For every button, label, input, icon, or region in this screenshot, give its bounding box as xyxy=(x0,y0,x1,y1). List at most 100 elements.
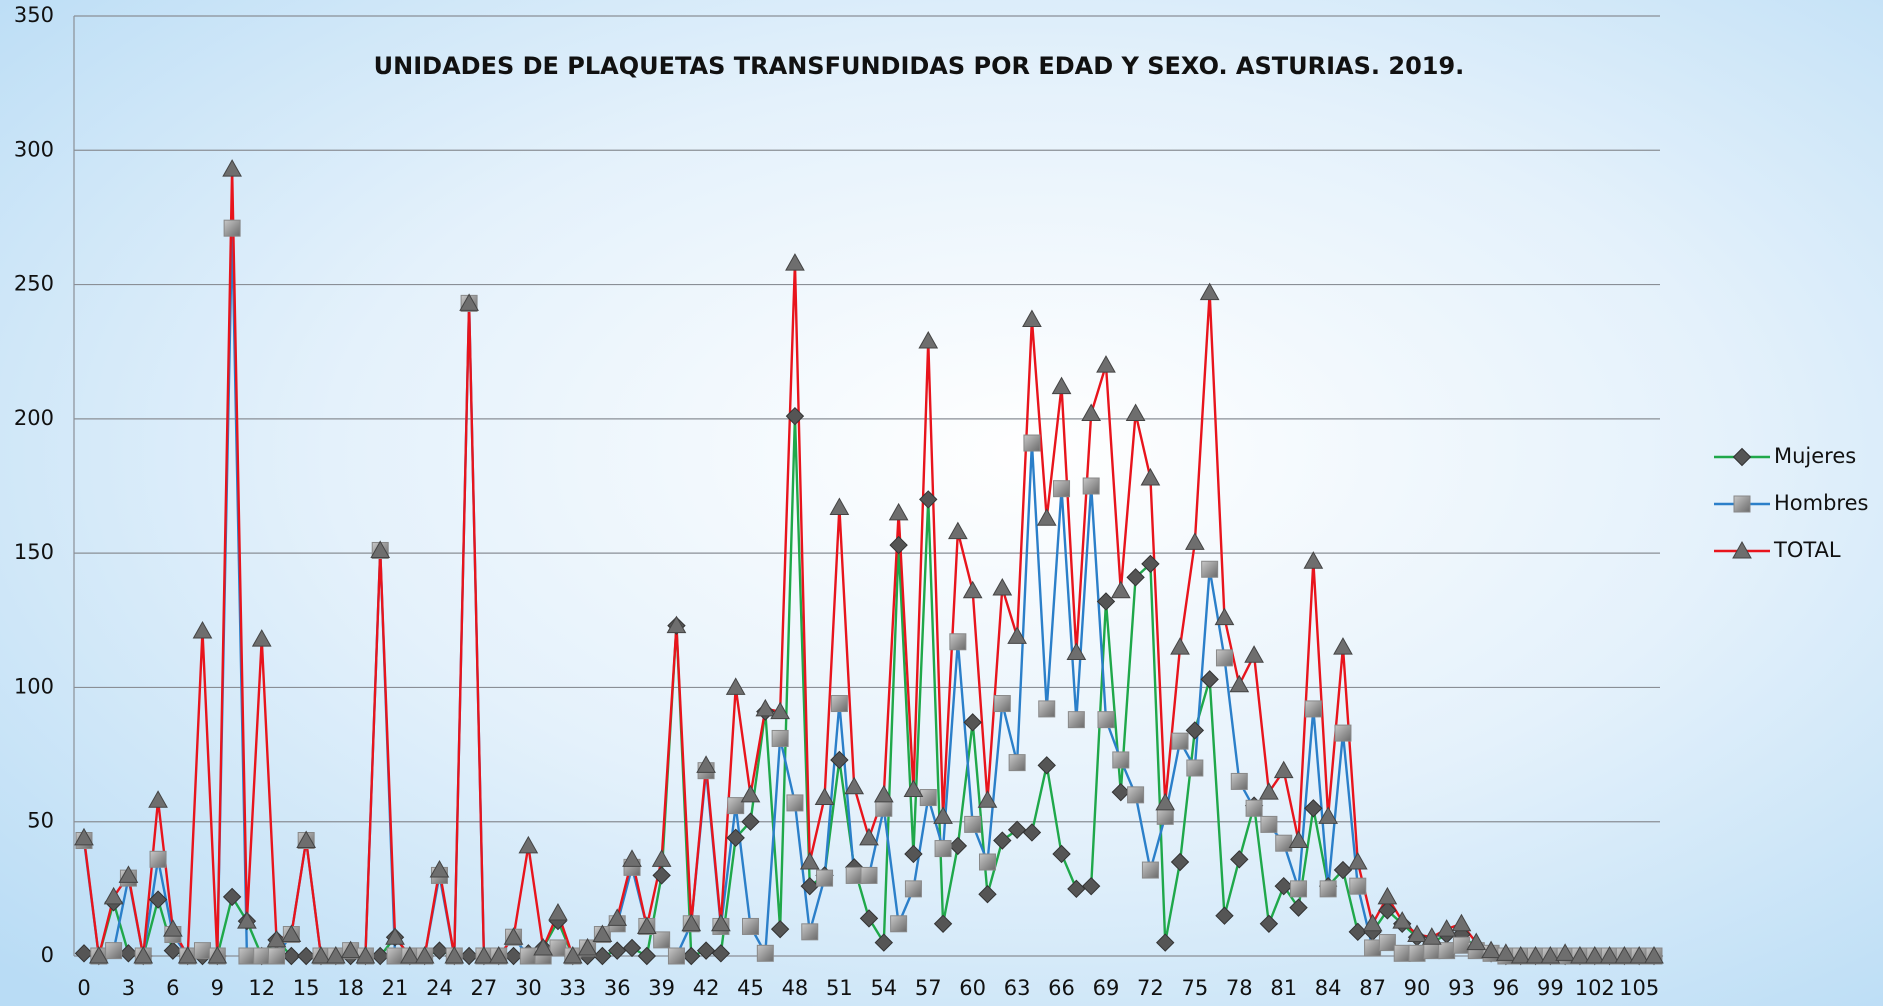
marker xyxy=(814,787,835,806)
x-tick-label: 63 xyxy=(1004,976,1031,1000)
marker xyxy=(918,330,939,349)
marker xyxy=(253,947,271,965)
marker xyxy=(1067,879,1086,899)
marker xyxy=(1525,945,1546,964)
marker xyxy=(149,850,167,868)
marker xyxy=(1053,480,1071,498)
marker xyxy=(786,794,804,812)
marker xyxy=(1245,799,1263,817)
marker xyxy=(1007,820,1027,839)
marker xyxy=(444,945,465,964)
marker xyxy=(1007,626,1027,644)
marker xyxy=(785,253,805,271)
marker xyxy=(904,880,922,898)
marker xyxy=(1349,877,1367,895)
marker xyxy=(533,937,554,956)
x-tick-label: 75 xyxy=(1181,976,1208,1000)
x-tick-label: 69 xyxy=(1093,976,1120,1000)
marker xyxy=(771,729,789,747)
marker xyxy=(1377,886,1398,905)
legend-label: Hombres xyxy=(1774,491,1868,515)
marker xyxy=(1319,880,1337,898)
marker xyxy=(964,815,982,833)
marker xyxy=(1022,309,1042,327)
x-tick-label: 30 xyxy=(515,976,542,1000)
marker xyxy=(1127,786,1145,804)
marker xyxy=(577,937,598,956)
marker xyxy=(875,799,893,817)
x-tick-label: 48 xyxy=(782,976,809,1000)
marker xyxy=(1214,607,1235,626)
marker xyxy=(1184,532,1205,550)
marker xyxy=(608,941,627,960)
marker xyxy=(1438,942,1456,960)
marker xyxy=(1496,943,1516,961)
marker xyxy=(888,502,909,521)
marker xyxy=(607,908,628,926)
legend-label: TOTAL xyxy=(1773,538,1841,562)
y-tick-label: 300 xyxy=(14,137,54,161)
marker xyxy=(192,621,213,639)
marker xyxy=(860,866,878,884)
marker xyxy=(296,830,317,849)
marker xyxy=(1407,924,1427,943)
marker xyxy=(1096,592,1116,611)
x-tick-label: 21 xyxy=(382,976,409,1000)
marker xyxy=(1140,467,1161,486)
marker xyxy=(1584,945,1605,964)
marker xyxy=(1304,799,1323,818)
marker xyxy=(992,578,1013,596)
marker xyxy=(105,942,123,960)
marker xyxy=(1185,721,1205,740)
marker xyxy=(1333,637,1353,655)
marker xyxy=(1215,649,1233,667)
marker xyxy=(799,851,820,870)
marker xyxy=(1052,844,1071,864)
y-tick-label: 350 xyxy=(14,3,54,27)
marker xyxy=(429,860,450,878)
marker xyxy=(1156,807,1174,825)
marker xyxy=(785,406,805,426)
chart-title: UNIDADES DE PLAQUETAS TRANSFUNDIDAS POR … xyxy=(374,52,1465,80)
marker xyxy=(282,946,301,966)
marker xyxy=(1096,355,1116,373)
x-tick-label: 102 xyxy=(1575,976,1615,1000)
x-tick-label: 24 xyxy=(426,976,453,1000)
marker xyxy=(1423,942,1441,960)
marker xyxy=(1125,403,1146,421)
marker xyxy=(340,940,361,959)
marker xyxy=(1303,551,1324,569)
x-tick-label: 42 xyxy=(693,976,720,1000)
x-tick-label: 84 xyxy=(1315,976,1342,1000)
marker xyxy=(504,946,523,966)
marker xyxy=(1452,936,1470,954)
marker xyxy=(430,941,449,960)
marker xyxy=(1097,711,1115,729)
x-tick-label: 87 xyxy=(1359,976,1386,1000)
marker xyxy=(1334,724,1352,742)
y-tick-label: 250 xyxy=(14,272,54,296)
marker xyxy=(770,701,790,720)
marker xyxy=(103,886,124,905)
marker xyxy=(829,497,850,515)
marker xyxy=(948,521,968,540)
marker xyxy=(978,885,997,904)
marker xyxy=(681,913,702,932)
y-tick-label: 200 xyxy=(14,406,54,430)
marker xyxy=(163,919,183,937)
marker xyxy=(889,535,908,555)
marker xyxy=(977,790,998,808)
marker xyxy=(726,828,745,848)
marker xyxy=(1038,700,1056,718)
marker xyxy=(222,159,242,177)
x-tick-label: 18 xyxy=(337,976,364,1000)
marker xyxy=(1392,911,1413,929)
marker xyxy=(266,929,287,948)
x-tick-label: 78 xyxy=(1226,976,1253,1000)
marker xyxy=(222,887,242,907)
marker xyxy=(1244,645,1264,663)
marker xyxy=(1141,554,1160,574)
marker xyxy=(1408,944,1426,962)
x-tick-label: 33 xyxy=(559,976,586,1000)
marker xyxy=(742,917,760,935)
